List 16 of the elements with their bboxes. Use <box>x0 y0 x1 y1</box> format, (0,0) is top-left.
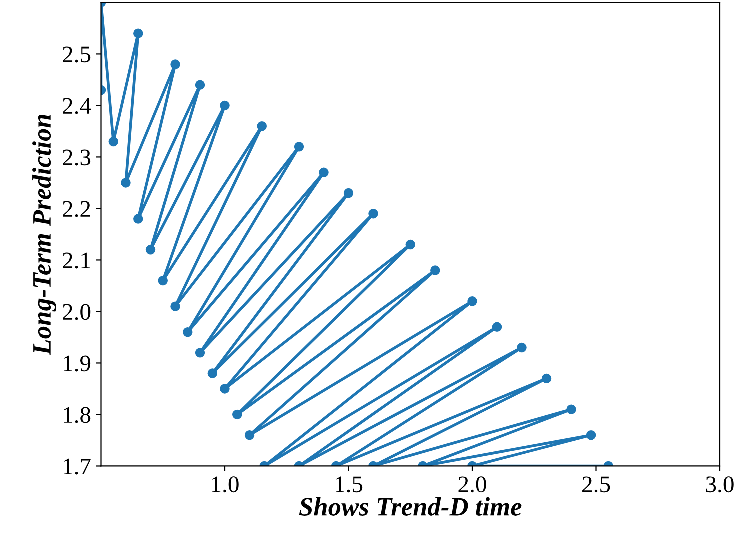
x-tick-label: 1.0 <box>212 476 239 493</box>
x-tick-label: 3.0 <box>706 476 734 493</box>
y-tick-label: 1.7 <box>64 458 91 475</box>
y-tick-label: 1.9 <box>64 356 91 372</box>
y-tick-label: 2.2 <box>63 201 90 218</box>
y-tick-label: 2.1 <box>63 252 90 269</box>
x-tick-label: 2.0 <box>458 476 486 493</box>
y-tick-label: 2.0 <box>63 304 91 320</box>
y-tick-label: 2.3 <box>63 150 91 166</box>
x-tick-label: 1.5 <box>336 476 363 493</box>
y-tick-label: 2.5 <box>63 46 91 63</box>
y-tick-label: 2.4 <box>63 98 92 114</box>
y-tick-label: 1.8 <box>64 407 91 424</box>
x-tick-label: 2.5 <box>582 476 610 493</box>
y-axis-title: Long-Term Prediction <box>32 114 56 356</box>
x-axis-title: Shows Trend-D time <box>299 497 522 516</box>
